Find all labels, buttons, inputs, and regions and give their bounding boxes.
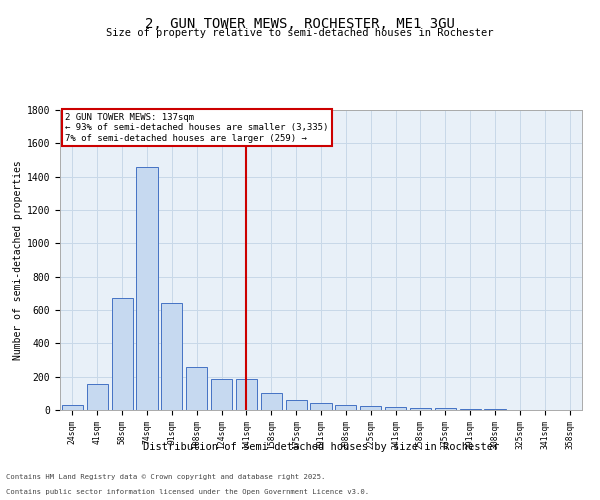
Text: Contains HM Land Registry data © Crown copyright and database right 2025.: Contains HM Land Registry data © Crown c… xyxy=(6,474,325,480)
Bar xyxy=(261,394,282,410)
Bar xyxy=(87,384,108,410)
Text: Contains public sector information licensed under the Open Government Licence v3: Contains public sector information licen… xyxy=(6,489,369,495)
Bar xyxy=(286,400,307,410)
Bar xyxy=(236,379,257,410)
Bar xyxy=(335,405,356,410)
Bar xyxy=(136,166,158,410)
Bar xyxy=(211,379,232,410)
Bar xyxy=(186,366,207,410)
Bar xyxy=(310,404,332,410)
Bar xyxy=(360,406,381,410)
Text: Distribution of semi-detached houses by size in Rochester: Distribution of semi-detached houses by … xyxy=(143,442,499,452)
Text: 2 GUN TOWER MEWS: 137sqm
← 93% of semi-detached houses are smaller (3,335)
7% of: 2 GUN TOWER MEWS: 137sqm ← 93% of semi-d… xyxy=(65,113,329,143)
Bar xyxy=(410,408,431,410)
Bar xyxy=(484,409,506,410)
Bar xyxy=(112,298,133,410)
Y-axis label: Number of semi-detached properties: Number of semi-detached properties xyxy=(13,160,23,360)
Bar xyxy=(435,408,456,410)
Text: 2, GUN TOWER MEWS, ROCHESTER, ME1 3GU: 2, GUN TOWER MEWS, ROCHESTER, ME1 3GU xyxy=(145,18,455,32)
Text: Size of property relative to semi-detached houses in Rochester: Size of property relative to semi-detach… xyxy=(106,28,494,38)
Bar xyxy=(161,304,182,410)
Bar xyxy=(62,405,83,410)
Bar xyxy=(385,406,406,410)
Bar xyxy=(460,409,481,410)
